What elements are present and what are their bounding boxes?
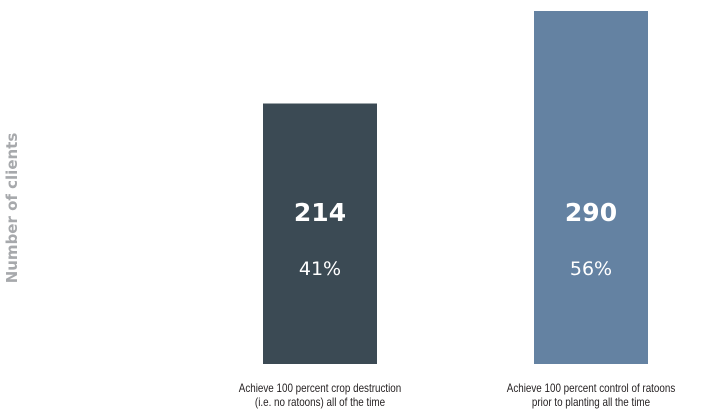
bar-1-percent-label: 41% xyxy=(299,258,341,280)
category-label-1-line-2: (i.e. no ratoons) all of the time xyxy=(254,395,386,409)
category-label-2-line-2: prior to planting all the time xyxy=(531,395,651,409)
bar-1 xyxy=(263,103,377,364)
category-label-2-line-1: Achieve 100 percent control of ratoons xyxy=(506,381,676,395)
category-label-2: Achieve 100 percent control of ratoons p… xyxy=(497,381,686,409)
category-label-1-line-1: Achieve 100 percent crop destruction xyxy=(238,381,402,395)
bar-1-value-label: 214 xyxy=(294,198,346,227)
bar-2-value-label: 290 xyxy=(565,198,617,227)
category-label-1: Achieve 100 percent crop destruction (i.… xyxy=(226,381,415,409)
bar-2 xyxy=(534,11,648,364)
bar-2-percent-label: 56% xyxy=(570,258,612,280)
